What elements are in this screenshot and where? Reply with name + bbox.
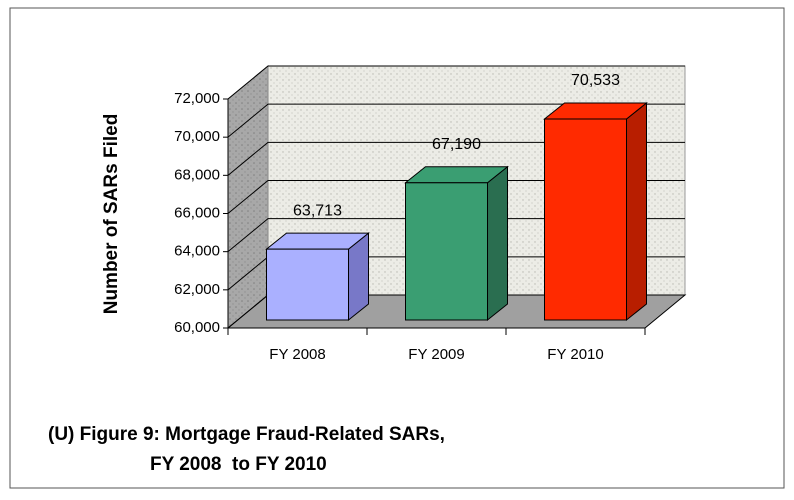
x-tick-label: FY 2010 [547,346,603,363]
plot: 60,000 62,000 64,000 66,000 68,000 70,000 72,0… [174,64,687,363]
y-tick-label: 72,000 [174,90,220,107]
bar [266,248,349,321]
y-tick-label: 62,000 [174,281,220,298]
x-tick-label: FY 2009 [408,346,464,363]
bar-side [626,101,647,322]
y-tick-label: 70,000 [174,128,220,145]
x-tick-label: FY 2008 [269,346,325,363]
y-tick-label: 64,000 [174,243,220,260]
grid-line [227,65,685,100]
grid-line [227,103,685,138]
bar [544,118,627,321]
bar-side [487,165,508,322]
y-tick-label: 66,000 [174,204,220,221]
y-axis-title: Number of SARs Filed [101,114,122,315]
bar [405,182,488,321]
y-tick-label: 60,000 [174,319,220,336]
caption-line: (U) Figure 9: Mortgage Fraud-Related SAR… [48,424,445,445]
y-tick-label: 68,000 [174,166,220,183]
caption-line: FY 2008 to FY 2010 [150,454,327,475]
value-label: 63,713 [293,202,342,219]
value-label: 67,190 [432,136,481,153]
value-label: 70,533 [571,72,620,89]
